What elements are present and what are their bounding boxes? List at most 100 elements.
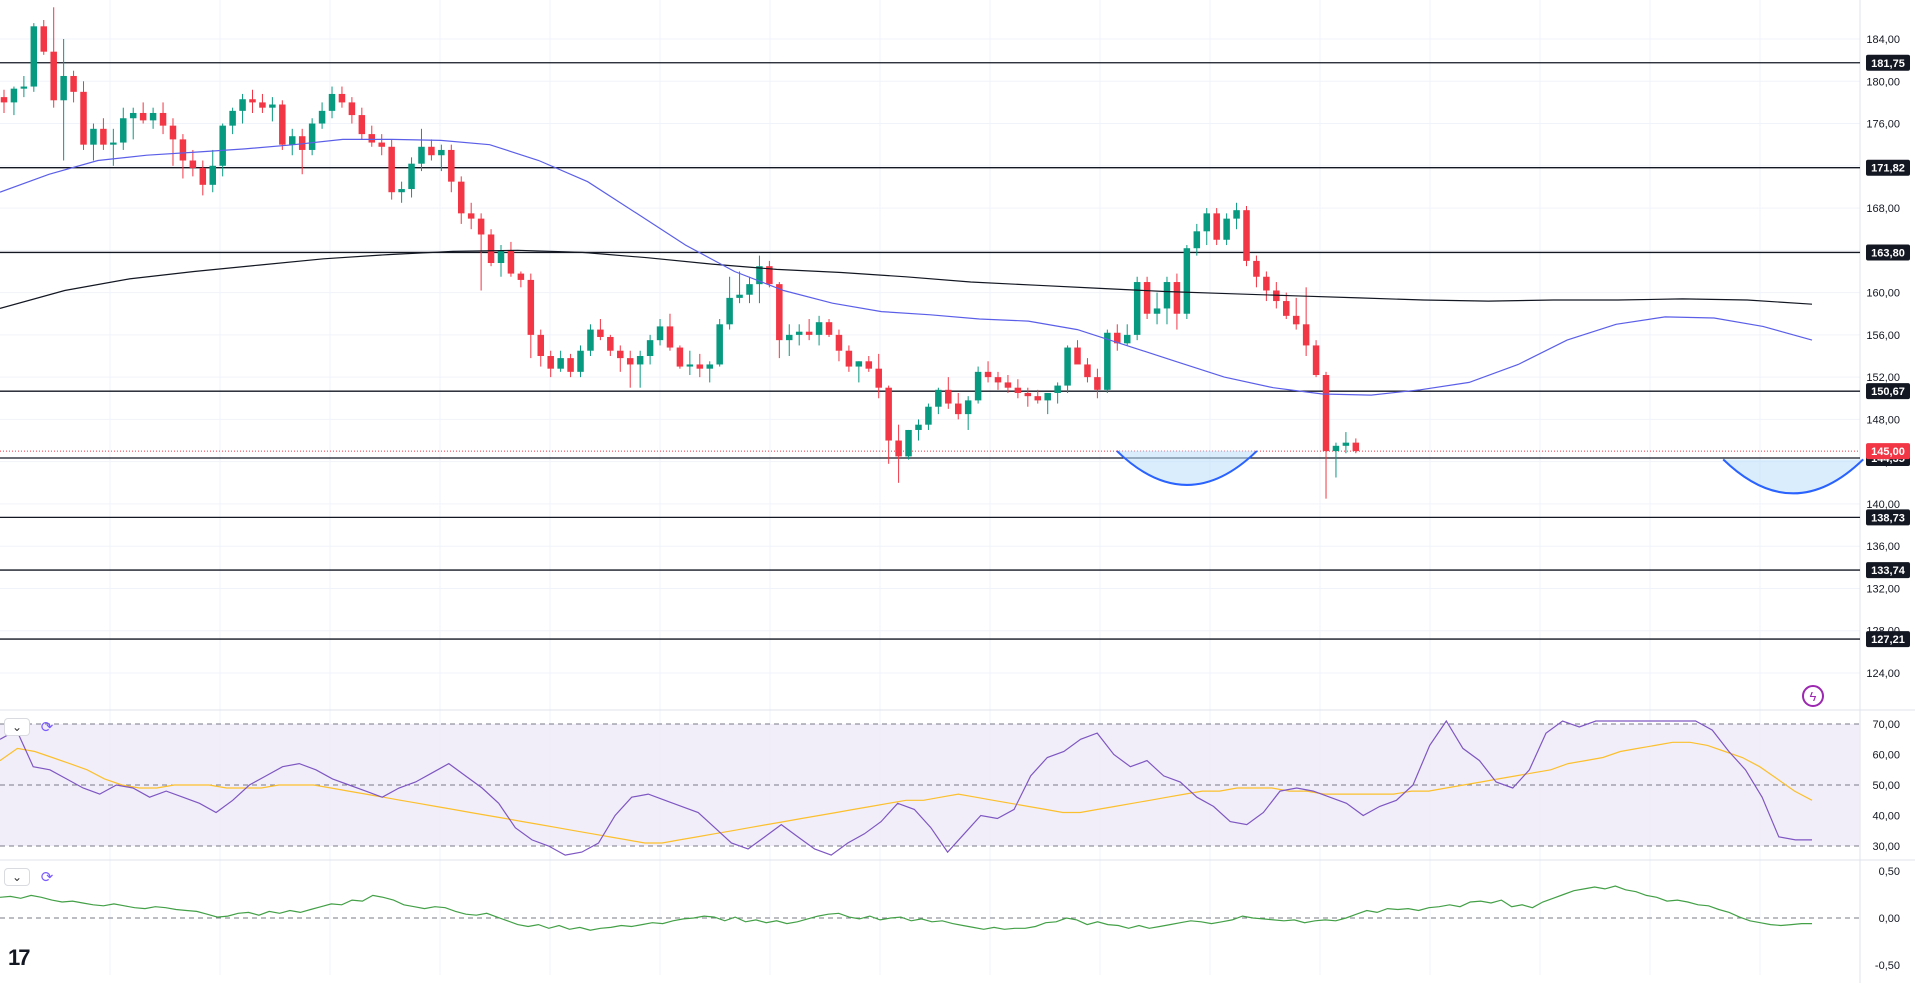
- price-tick-label: 176,00: [1866, 119, 1900, 131]
- candle-body: [786, 334, 793, 341]
- candle-body: [239, 99, 246, 111]
- tradingview-logo[interactable]: 17: [8, 945, 31, 970]
- candle-body: [199, 167, 207, 185]
- candle-body: [1074, 347, 1081, 365]
- candle-body: [1163, 282, 1171, 309]
- oscillator-main-line: [0, 719, 1812, 856]
- long-moving-average-line: [0, 249, 1813, 309]
- candle-body: [398, 189, 405, 193]
- short-moving-average-line: [0, 138, 1813, 396]
- last-price-label: 145,00: [1871, 446, 1905, 458]
- momentum-line: [0, 885, 1812, 931]
- price-tick-label: 148,00: [1866, 414, 1900, 426]
- price-tick-label: 124,00: [1866, 668, 1900, 680]
- candle-body: [855, 361, 863, 367]
- price-tick-label: 156,00: [1866, 330, 1900, 342]
- candle-body: [40, 26, 48, 52]
- candle-body: [457, 181, 465, 214]
- level-label-bg: [1866, 54, 1910, 71]
- candle-body: [219, 125, 226, 166]
- candle-body: [1014, 387, 1022, 393]
- refresh-oscillator-button[interactable]: ⟳: [38, 718, 56, 736]
- refresh-momentum-button[interactable]: ⟳: [38, 868, 56, 886]
- level-label: 127,21: [1871, 634, 1905, 646]
- candle-body: [100, 128, 107, 145]
- candle-body: [388, 146, 395, 193]
- candle-body: [587, 329, 594, 351]
- candle-body: [1054, 385, 1061, 393]
- candle-body: [1332, 445, 1340, 452]
- candle-body: [10, 88, 18, 103]
- candle-body: [438, 149, 445, 156]
- candle-body: [1024, 392, 1032, 397]
- price-tick-label: 136,00: [1866, 541, 1900, 553]
- level-label-bg: [1866, 631, 1910, 648]
- candle-body: [646, 340, 654, 356]
- candle-body: [905, 429, 912, 457]
- level-label-bg: [1866, 244, 1910, 261]
- candle-body: [915, 424, 922, 430]
- price-axis: 184,00180,00176,00172,00168,00164,00160,…: [1866, 34, 1910, 972]
- candle-body: [497, 250, 505, 264]
- price-tick-label: 168,00: [1866, 203, 1900, 215]
- candle-body: [30, 26, 38, 87]
- chevron-down-icon: ⌄: [11, 720, 23, 734]
- candle-body: [20, 86, 28, 89]
- level-label: 138,73: [1871, 512, 1905, 524]
- candle-body: [259, 102, 266, 108]
- collapse-momentum-button[interactable]: ⌄: [4, 868, 30, 886]
- candle-body: [308, 123, 316, 150]
- candle-body: [567, 358, 574, 372]
- candle-body: [636, 356, 644, 365]
- refresh-icon: ⟳: [40, 719, 54, 736]
- candle-body: [865, 361, 873, 369]
- oscillator-pane: [0, 719, 1860, 856]
- candle-body: [656, 326, 664, 341]
- candle-body: [1233, 210, 1240, 219]
- candle-body: [964, 400, 972, 415]
- candle-body: [269, 104, 276, 108]
- candle-body: [1094, 377, 1101, 390]
- momentum-tick-label: 0,00: [1879, 913, 1900, 925]
- candle-body: [1084, 364, 1091, 378]
- lightning-icon[interactable]: ϟ: [1802, 685, 1824, 707]
- candle-body: [716, 324, 723, 365]
- candle-body: [209, 165, 216, 185]
- candle-body: [517, 273, 525, 280]
- candle-body: [945, 389, 952, 404]
- candle-body: [179, 139, 187, 161]
- candle-body: [1253, 260, 1260, 277]
- candle-body: [120, 118, 127, 143]
- price-pane: [0, 7, 1864, 640]
- level-label: 171,82: [1871, 163, 1905, 175]
- candle-body: [1193, 231, 1201, 249]
- candle-body: [974, 371, 982, 401]
- candle-body: [50, 51, 57, 101]
- last-price-label-bg: [1866, 443, 1910, 460]
- price-tick-label: 160,00: [1866, 288, 1900, 300]
- candle-body: [1302, 324, 1310, 346]
- candle-body: [229, 110, 236, 126]
- candle-body: [1153, 308, 1161, 314]
- candle-body: [597, 329, 604, 337]
- candle-body: [1034, 396, 1042, 401]
- candle-body: [159, 112, 167, 126]
- candle-body: [139, 112, 147, 121]
- candle-body: [776, 284, 783, 341]
- rounded-bottom-arc: [1116, 450, 1258, 486]
- candle-body: [825, 322, 833, 335]
- candle-body: [487, 234, 495, 264]
- candle-body: [885, 387, 892, 441]
- candle-body: [80, 91, 87, 145]
- candle-body: [954, 403, 962, 415]
- candle-body: [149, 112, 157, 121]
- candle-body: [686, 364, 694, 367]
- price-tick-label: 140,00: [1866, 499, 1900, 511]
- candle-body: [935, 389, 942, 407]
- candle-body: [577, 350, 584, 372]
- candle-body: [1004, 382, 1012, 388]
- collapse-oscillator-button[interactable]: ⌄: [4, 718, 30, 736]
- oscillator-tick-label: 70,00: [1872, 719, 1900, 731]
